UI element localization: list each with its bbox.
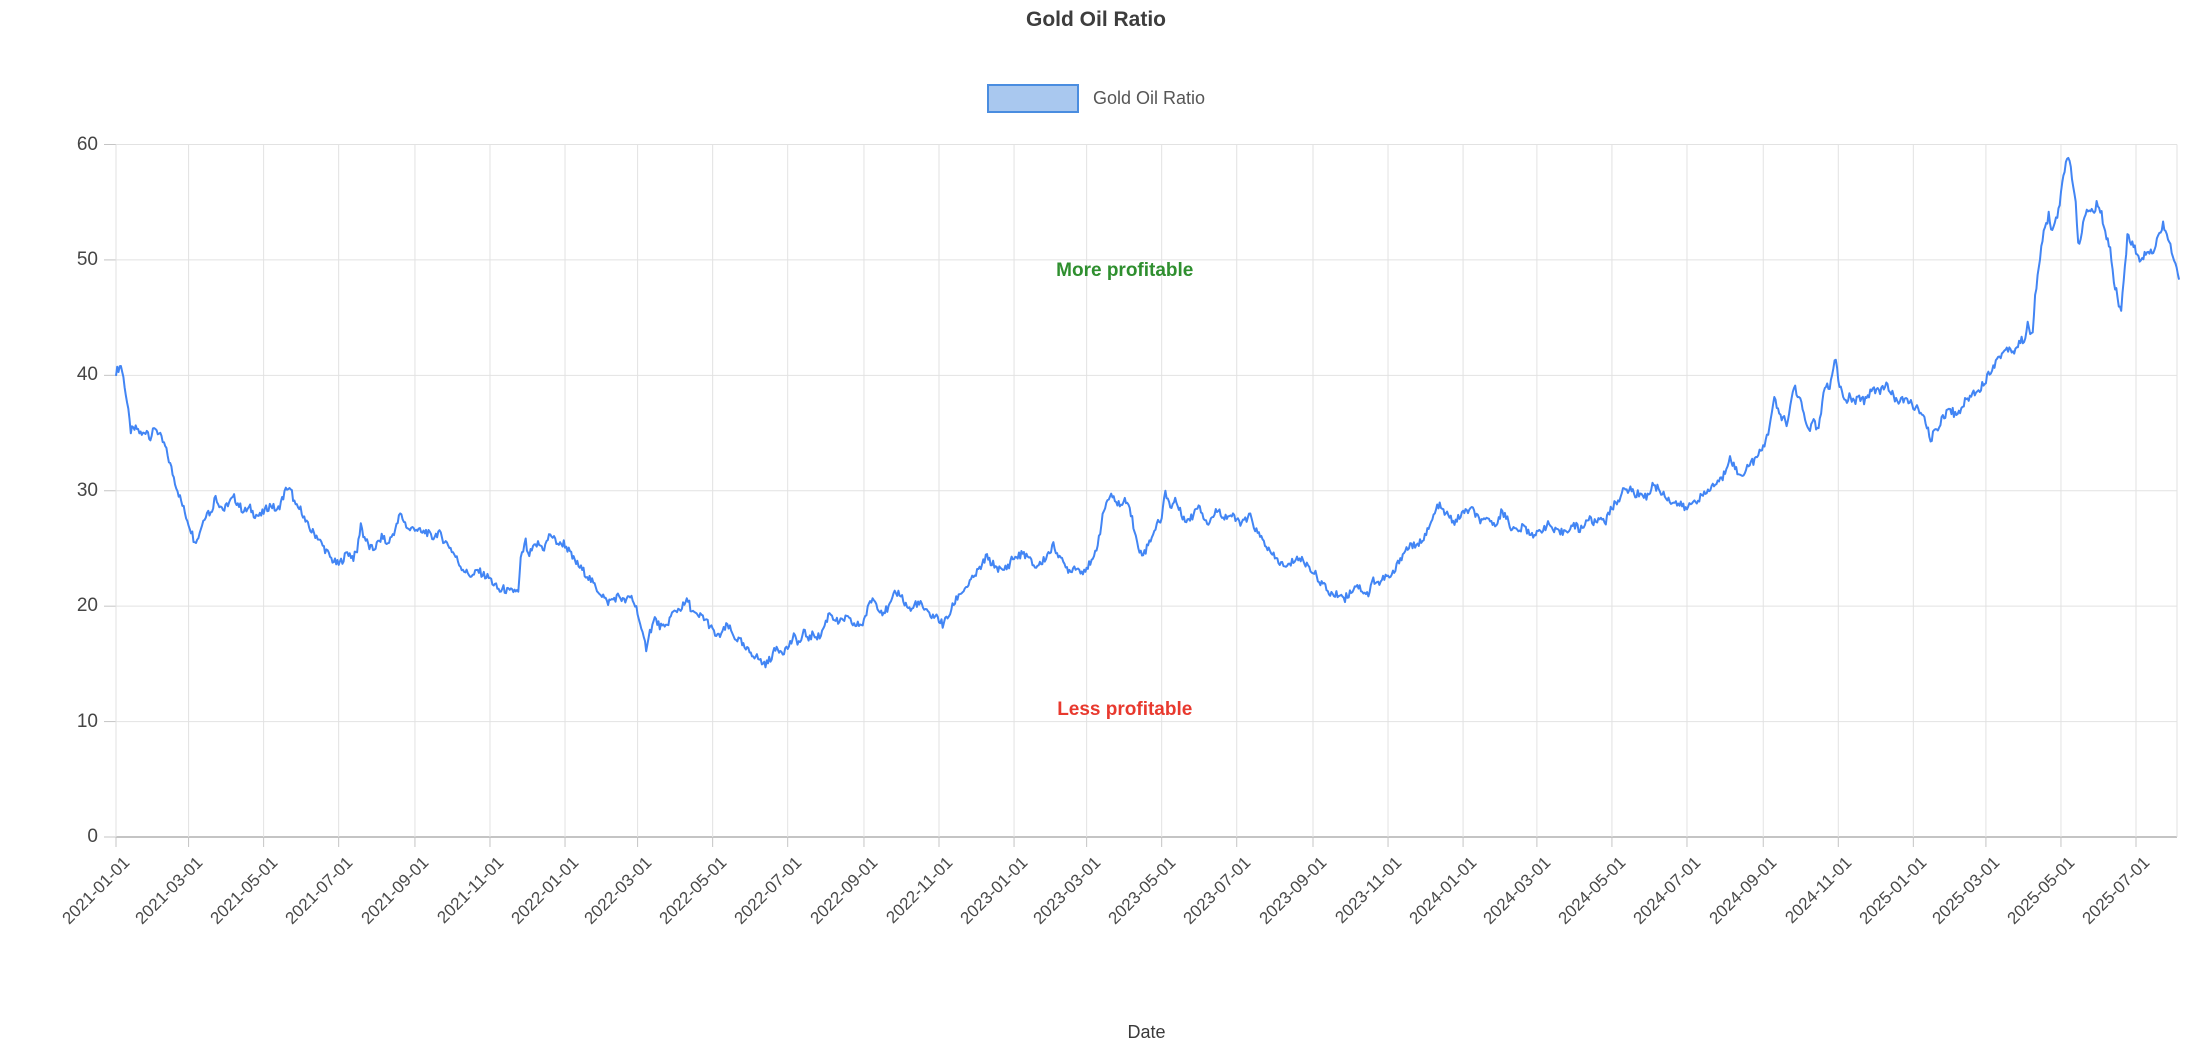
y-tick-label: 20 bbox=[76, 595, 98, 617]
annotation-less-profitable: Less profitable bbox=[1057, 699, 1193, 721]
gold-oil-ratio-line bbox=[115, 156, 2181, 669]
x-axis-title: Date bbox=[1127, 1022, 1166, 1042]
chart-title: Gold Oil Ratio bbox=[1026, 8, 1166, 31]
legend[interactable]: Gold Oil Ratio bbox=[0, 84, 2192, 113]
legend-label: Gold Oil Ratio bbox=[1092, 88, 1206, 108]
y-tick-label: 30 bbox=[76, 479, 98, 501]
y-tick-label: 40 bbox=[76, 364, 98, 386]
annotation-more-profitable: More profitable bbox=[1056, 260, 1194, 282]
y-tick-label: 10 bbox=[76, 710, 98, 732]
y-tick-label: 50 bbox=[76, 248, 98, 270]
legend-swatch bbox=[986, 84, 1079, 113]
y-tick-label: 0 bbox=[87, 826, 98, 847]
y-tick-label: 60 bbox=[76, 133, 98, 155]
